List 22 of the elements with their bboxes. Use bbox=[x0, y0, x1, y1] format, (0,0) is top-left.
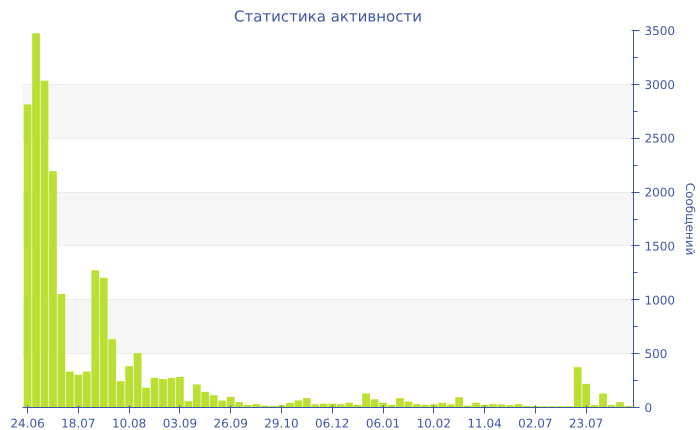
x-tick-label: 29.10 bbox=[264, 416, 299, 430]
x-tick-label: 10.08 bbox=[112, 416, 146, 430]
x-tick-label: 03.09 bbox=[162, 416, 198, 430]
y-tick-label: 2500 bbox=[644, 132, 676, 146]
y-tick-label: 2000 bbox=[644, 186, 676, 200]
x-tick-label: 18.07 bbox=[61, 416, 96, 430]
y-tick-label: 3500 bbox=[644, 24, 676, 38]
x-tick-label: 06.01 bbox=[366, 416, 400, 430]
x-tick-label: 10.02 bbox=[416, 416, 451, 430]
y-axis-title: Сообщений bbox=[683, 182, 698, 256]
y-tick-label: 3000 bbox=[644, 78, 676, 92]
x-tick-label: 11.04 bbox=[467, 416, 502, 430]
y-tick-label: 500 bbox=[644, 347, 668, 362]
x-tick-label: 24.06 bbox=[10, 416, 45, 430]
x-tick-label: 26.09 bbox=[214, 416, 248, 430]
chart-title: Статистика активности bbox=[234, 8, 422, 26]
x-tick-label: 02.07 bbox=[518, 416, 553, 430]
y-tick-label: 1000 bbox=[644, 293, 676, 308]
y-tick-label: 1500 bbox=[644, 239, 676, 254]
x-tick-label: 23.07 bbox=[568, 416, 604, 430]
x-tick-label: 06.12 bbox=[315, 416, 350, 430]
y-tick-label: 0 bbox=[644, 401, 652, 415]
